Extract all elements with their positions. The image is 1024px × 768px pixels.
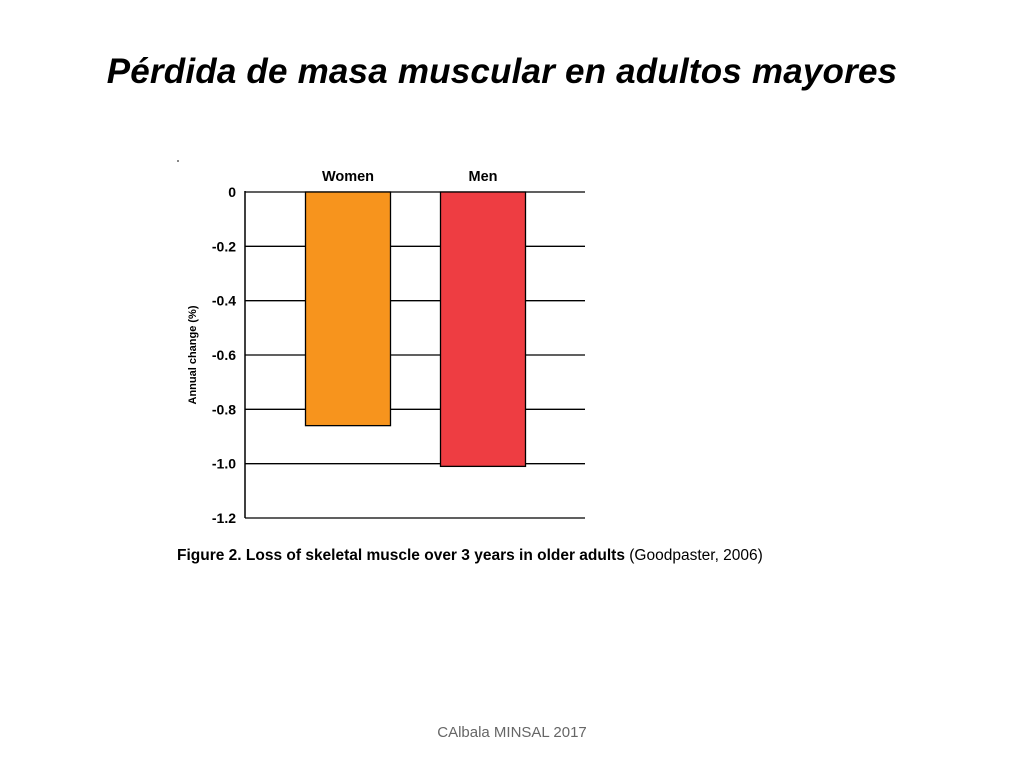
y-tick-labels: 0 -0.2 -0.4 -0.6 -0.8 -1.0 -1.2 <box>212 184 236 526</box>
y-tick-label: -0.2 <box>212 238 236 254</box>
y-tick-label: -0.4 <box>212 293 236 309</box>
figure-caption-source: (Goodpaster, 2006) <box>624 547 763 564</box>
category-labels: Women Men <box>322 169 498 185</box>
stray-dot <box>177 160 179 162</box>
figure-caption: Figure 2. Loss of skeletal muscle over 3… <box>177 547 763 565</box>
y-tick-label: 0 <box>228 184 236 200</box>
category-label-women: Women <box>322 169 374 185</box>
gridlines <box>245 191 585 519</box>
category-label-men: Men <box>469 169 498 185</box>
figure-caption-title: Figure 2. Loss of skeletal muscle over 3… <box>177 547 625 564</box>
bar-men <box>439 191 527 468</box>
y-tick-label: -1.2 <box>212 510 236 526</box>
y-tick-label: -1.0 <box>212 456 236 472</box>
y-tick-label: -0.6 <box>212 347 236 363</box>
bar-women <box>304 191 392 427</box>
slide-title: Pérdida de masa muscular en adultos mayo… <box>106 52 898 91</box>
slide-footer: CAlbala MINSAL 2017 <box>437 724 587 741</box>
bars <box>304 191 527 468</box>
y-axis-label: Annual change (%) <box>187 305 199 404</box>
y-tick-label: -0.8 <box>212 401 236 417</box>
